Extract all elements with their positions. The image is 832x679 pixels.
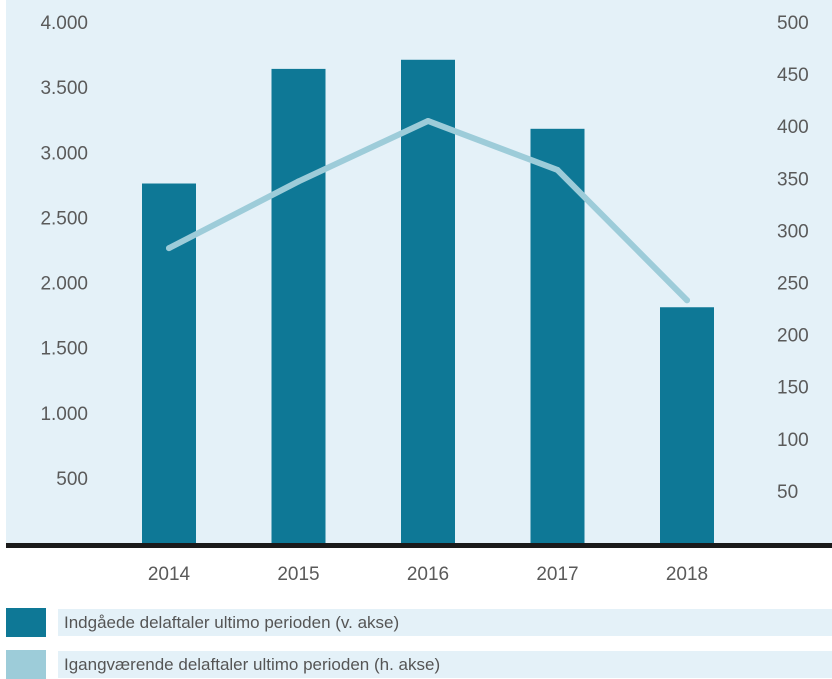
bar-2016 — [401, 59, 455, 544]
line-point-2015 — [295, 178, 302, 185]
legend-item-line: Igangværende delaftaler ultimo perioden … — [6, 650, 832, 679]
legend-swatch-bars — [6, 608, 46, 637]
line-point-2014 — [166, 245, 172, 252]
right-tick-label: 500 — [777, 13, 809, 34]
legend-label-line: Igangværende delaftaler ultimo perioden … — [58, 651, 832, 678]
x-tick-label: 2018 — [666, 564, 708, 585]
left-tick-label: 3.500 — [40, 78, 88, 99]
right-tick-label: 200 — [777, 326, 809, 347]
x-tick-label: 2015 — [277, 564, 319, 585]
x-tick-label: 2016 — [407, 564, 449, 585]
line-point-2018 — [684, 297, 690, 304]
x-axis-baseline — [6, 543, 832, 548]
right-tick-label: 350 — [777, 169, 809, 190]
left-tick-label: 4.000 — [40, 13, 88, 34]
left-tick-label: 3.000 — [40, 143, 88, 164]
right-tick-label: 400 — [777, 117, 809, 138]
bar-2017 — [530, 128, 585, 543]
line-point-2016 — [425, 117, 431, 124]
x-tick-label: 2017 — [536, 564, 578, 585]
left-tick-label: 1.000 — [40, 404, 88, 425]
legend-item-bars: Indgåede delaftaler ultimo perioden (v. … — [6, 608, 832, 637]
legend-swatch-line — [6, 650, 46, 679]
x-tick-label: 2014 — [148, 564, 191, 585]
right-tick-label: 300 — [777, 221, 809, 242]
chart-plot-area: 500 1.000 1.500 2.000 2.500 3.000 3.500 4.000 5… — [6, 0, 832, 585]
left-tick-label: 2.500 — [40, 208, 88, 229]
line-point-2017 — [554, 166, 561, 173]
right-tick-label: 100 — [777, 430, 809, 451]
right-tick-label: 150 — [777, 378, 809, 399]
right-tick-label: 450 — [777, 65, 809, 86]
right-tick-label: 50 — [777, 482, 798, 503]
bar-2018 — [660, 307, 714, 543]
left-tick-label: 500 — [56, 469, 88, 490]
left-tick-label: 1.500 — [40, 339, 88, 360]
legend-label-bars: Indgåede delaftaler ultimo perioden (v. … — [58, 609, 832, 636]
bar-2014 — [142, 183, 196, 543]
bar-2015 — [271, 68, 326, 543]
right-tick-label: 250 — [777, 274, 809, 295]
left-tick-label: 2.000 — [40, 274, 88, 295]
